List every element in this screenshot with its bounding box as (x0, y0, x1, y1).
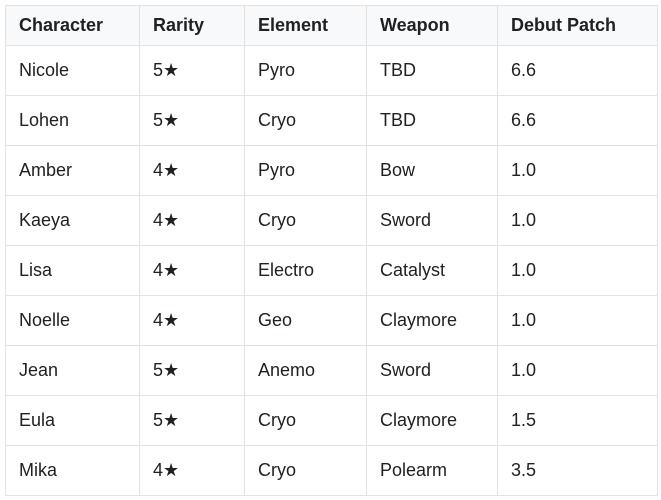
cell-weapon: TBD (366, 95, 498, 146)
table-row: Eula 5★ Cryo Claymore 1.5 (5, 395, 658, 446)
cell-weapon: Claymore (366, 295, 498, 346)
cell-rarity: 5★ (139, 345, 245, 396)
table-row: Lohen 5★ Cryo TBD 6.6 (5, 95, 658, 146)
cell-element: Cryo (244, 395, 367, 446)
cell-debut-patch: 1.0 (497, 295, 658, 346)
cell-rarity: 4★ (139, 295, 245, 346)
cell-debut-patch: 1.0 (497, 145, 658, 196)
cell-rarity: 4★ (139, 245, 245, 296)
column-header-rarity: Rarity (139, 5, 245, 46)
cell-character: Amber (5, 145, 140, 196)
table-row: Noelle 4★ Geo Claymore 1.0 (5, 295, 658, 346)
column-header-debut-patch: Debut Patch (497, 5, 658, 46)
cell-weapon: Claymore (366, 395, 498, 446)
cell-debut-patch: 6.6 (497, 95, 658, 146)
header-row: Character Rarity Element Weapon Debut Patch (5, 5, 658, 46)
table-row: Amber 4★ Pyro Bow 1.0 (5, 145, 658, 196)
cell-element: Cryo (244, 95, 367, 146)
cell-weapon: TBD (366, 45, 498, 96)
cell-character: Mika (5, 445, 140, 496)
cell-element: Pyro (244, 45, 367, 96)
cell-debut-patch: 1.0 (497, 345, 658, 396)
cell-element: Geo (244, 295, 367, 346)
cell-debut-patch: 3.5 (497, 445, 658, 496)
cell-character: Kaeya (5, 195, 140, 246)
cell-rarity: 5★ (139, 95, 245, 146)
table-body: Nicole 5★ Pyro TBD 6.6 Lohen 5★ Cryo TBD 6.6 Amber… (5, 45, 658, 496)
cell-rarity: 5★ (139, 45, 245, 96)
cell-rarity: 4★ (139, 145, 245, 196)
cell-weapon: Catalyst (366, 245, 498, 296)
cell-rarity: 4★ (139, 195, 245, 246)
table-row: Lisa 4★ Electro Catalyst 1.0 (5, 245, 658, 296)
cell-element: Anemo (244, 345, 367, 396)
table-row: Kaeya 4★ Cryo Sword 1.0 (5, 195, 658, 246)
cell-character: Eula (5, 395, 140, 446)
cell-rarity: 4★ (139, 445, 245, 496)
cell-element: Cryo (244, 445, 367, 496)
column-header-element: Element (244, 5, 367, 46)
cell-rarity: 5★ (139, 395, 245, 446)
cell-weapon: Bow (366, 145, 498, 196)
character-table: Character Rarity Element Weapon Debut Patch … (5, 5, 658, 496)
cell-character: Noelle (5, 295, 140, 346)
cell-debut-patch: 6.6 (497, 45, 658, 96)
table-header: Character Rarity Element Weapon Debut Patch (5, 5, 658, 46)
cell-character: Lohen (5, 95, 140, 146)
cell-character: Nicole (5, 45, 140, 96)
cell-element: Cryo (244, 195, 367, 246)
cell-debut-patch: 1.5 (497, 395, 658, 446)
column-header-weapon: Weapon (366, 5, 498, 46)
table-row: Nicole 5★ Pyro TBD 6.6 (5, 45, 658, 96)
table-row: Mika 4★ Cryo Polearm 3.5 (5, 445, 658, 496)
column-header-character: Character (5, 5, 140, 46)
cell-character: Jean (5, 345, 140, 396)
cell-element: Electro (244, 245, 367, 296)
cell-weapon: Polearm (366, 445, 498, 496)
cell-element: Pyro (244, 145, 367, 196)
cell-character: Lisa (5, 245, 140, 296)
cell-weapon: Sword (366, 195, 498, 246)
cell-debut-patch: 1.0 (497, 195, 658, 246)
cell-debut-patch: 1.0 (497, 245, 658, 296)
table-row: Jean 5★ Anemo Sword 1.0 (5, 345, 658, 396)
cell-weapon: Sword (366, 345, 498, 396)
